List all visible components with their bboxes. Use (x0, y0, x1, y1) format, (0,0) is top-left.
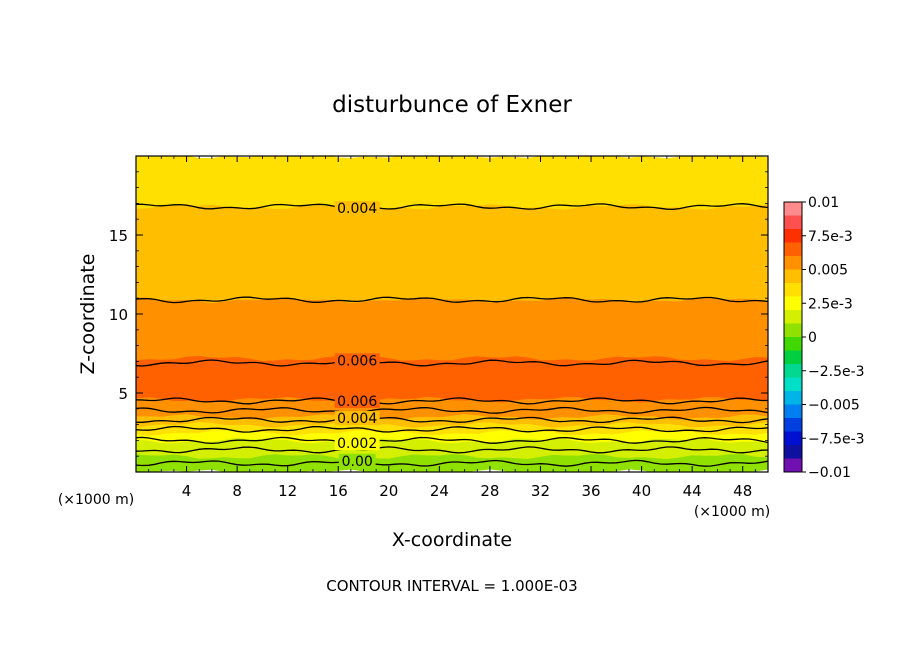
colorbar-swatch (784, 364, 802, 378)
contour-line (136, 436, 768, 445)
x-unit-left: (×1000 m) (58, 492, 134, 508)
x-tick-label: 16 (329, 482, 348, 500)
colorbar-label: −7.5e-3 (808, 431, 865, 447)
contour-label: 0.004 (337, 201, 377, 217)
colorbar-swatch (784, 431, 802, 446)
contour-line (136, 203, 768, 210)
contour-label-bg (334, 201, 380, 216)
x-tick-label: 4 (182, 482, 192, 500)
colorbar-swatch (784, 202, 802, 216)
contour-label: 0.006 (337, 353, 377, 369)
colorbar-swatch (784, 418, 802, 432)
maximum-blob (246, 371, 279, 390)
local-maxima (246, 371, 449, 390)
contour-line (136, 416, 768, 424)
contour-line (136, 425, 768, 433)
contour-interval-note: CONTOUR INTERVAL = 1.000E-03 (326, 577, 577, 595)
maximum-blob (366, 371, 399, 390)
x-tick-label: 48 (733, 482, 752, 500)
colorbar-swatch (784, 391, 802, 405)
contour-label-bg (334, 353, 380, 368)
contour-label-bg (338, 453, 376, 468)
colorbar-swatch (784, 350, 802, 365)
x-tick-label: 36 (581, 482, 600, 500)
colorbar-label: −0.01 (808, 465, 851, 481)
contour-line (136, 296, 768, 304)
colorbar (783, 201, 803, 473)
x-tick-label: 40 (632, 482, 651, 500)
colorbar-label: 0.005 (808, 263, 848, 279)
contour-label: 0.006 (337, 394, 377, 410)
colorbar-swatch (784, 310, 802, 324)
colorbar-label: 7.5e-3 (808, 229, 853, 245)
x-tick-label: 32 (531, 482, 550, 500)
maximum-blob (442, 380, 449, 387)
colorbar-label: −2.5e-3 (808, 364, 865, 380)
x-axis-label: X-coordinate (392, 529, 512, 551)
x-tick-label: 44 (683, 482, 702, 500)
y-tick-label: 10 (109, 306, 128, 324)
x-tick-label: 12 (278, 482, 297, 500)
colorbar-swatch (784, 283, 802, 297)
colorbar-label: 0 (808, 330, 817, 346)
colorbar-label: 2.5e-3 (808, 296, 853, 312)
contour-line (136, 406, 768, 414)
colorbar-swatch (784, 256, 802, 270)
contour-line (136, 446, 768, 454)
contour-label-bg (334, 411, 380, 426)
contour-label-bg (334, 393, 380, 408)
y-axis-label: Z-coordinate (77, 254, 99, 375)
x-tick-label: 24 (430, 482, 449, 500)
y-tick-label: 5 (118, 385, 128, 403)
colorbar-swatch (784, 445, 802, 459)
colorbar-label: 0.01 (808, 195, 839, 211)
x-tick-label: 8 (232, 482, 242, 500)
colorbar-swatch (784, 229, 802, 243)
colorbar-swatch (784, 269, 802, 284)
y-axis-ticks: 5 10 15 (109, 171, 768, 457)
colorbar-swatch (784, 215, 802, 230)
contour-line (136, 397, 768, 405)
contour-label: 0.00 (342, 454, 373, 470)
x-unit-right: (×1000 m) (694, 504, 770, 520)
colorbar-swatch (784, 337, 802, 351)
y-tick-label: 15 (109, 227, 128, 245)
colorbar-swatch (784, 458, 802, 473)
contour-label-bg (334, 436, 380, 451)
colorbar-swatch (784, 296, 802, 311)
contour-line (136, 459, 768, 467)
x-axis-ticks: 4 8 12 16 20 24 28 32 36 40 44 48 (148, 156, 756, 500)
contour-line (136, 359, 768, 367)
contour-lines (136, 203, 768, 467)
contour-label: 0.002 (337, 436, 377, 452)
colorbar-swatch (784, 404, 802, 419)
colorbar-swatch (784, 242, 802, 257)
colorbar-labels: 0.01 7.5e-3 0.005 2.5e-3 0 −2.5e-3 −0.005 −7.5e… (802, 195, 865, 481)
x-tick-label: 20 (379, 482, 398, 500)
chart-title: disturbunce of Exner (332, 92, 572, 118)
contour-label: 0.004 (337, 411, 377, 427)
colorbar-swatch (784, 323, 802, 338)
x-tick-label: 28 (480, 482, 499, 500)
colorbar-swatch (784, 377, 802, 392)
colorbar-label: −0.005 (808, 398, 860, 414)
